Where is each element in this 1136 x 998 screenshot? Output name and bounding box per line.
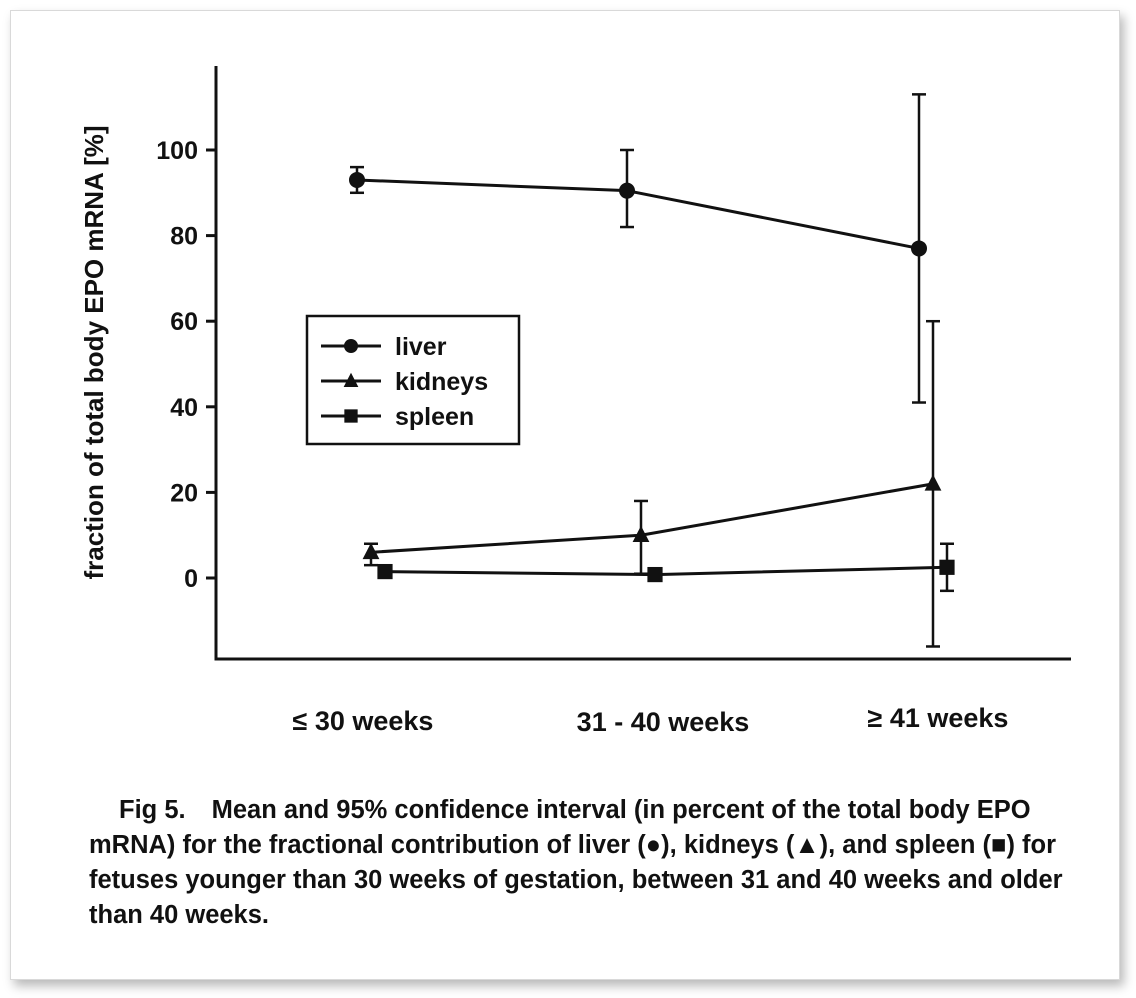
liver-point	[349, 171, 365, 188]
legend-marker-liver	[344, 339, 358, 353]
y-tick-label: 60	[170, 308, 198, 336]
liver-series-line	[356, 178, 920, 250]
legend-label-spleen: spleen	[395, 403, 474, 431]
legend-marker-kidneys	[343, 372, 359, 387]
caption-label: Fig 5.	[119, 796, 186, 824]
spleen-point	[939, 559, 955, 575]
y-tick-label: 20	[170, 479, 198, 507]
kidneys-point	[924, 474, 942, 491]
y-axis-title: fraction of total body EPO mRNA [%]	[79, 125, 109, 579]
chart: 0 20 40 60 80 100 fraction of total body EPO m…	[79, 66, 1071, 737]
kidneys-point	[632, 525, 650, 543]
legend-label-kidneys: kidneys	[395, 368, 488, 396]
legend-marker-spleen	[344, 409, 358, 423]
caption-text: Mean and 95% confidence interval (in per…	[89, 796, 1063, 929]
liver-point	[911, 240, 927, 257]
spleen-series-line	[384, 565, 948, 577]
kidneys-point	[362, 542, 380, 560]
x-tick-label: ≥ 41 weeks	[868, 703, 1009, 733]
y-tick-label: 40	[170, 394, 198, 422]
legend-label-liver: liver	[395, 333, 447, 361]
figure-card: 0 20 40 60 80 100 fraction of total body EPO m…	[10, 10, 1120, 980]
y-tick-label: 0	[184, 565, 198, 593]
figure-caption: Fig 5. Mean and 95% confidence interval (…	[89, 793, 1089, 933]
x-tick-label: ≤ 30 weeks	[293, 706, 434, 736]
y-tick-label: 80	[170, 223, 198, 251]
kidneys-series-line	[370, 482, 934, 554]
y-tick-label: 100	[156, 137, 198, 165]
spleen-point	[647, 566, 663, 583]
spleen-point	[377, 563, 393, 580]
liver-point	[619, 182, 635, 199]
x-tick-label: 31 - 40 weeks	[577, 707, 750, 737]
